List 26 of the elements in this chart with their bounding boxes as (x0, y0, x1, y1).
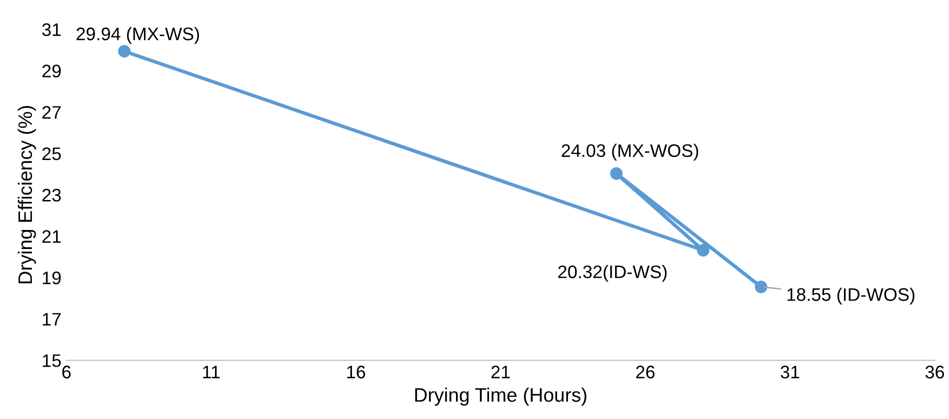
x-tick-label: 16 (347, 366, 366, 378)
y-tick-label: 29 (42, 64, 61, 78)
y-tick-label: 21 (42, 230, 61, 243)
annotation: 29.94 (MX-WS) (76, 27, 199, 44)
x-tick-label: 26 (636, 366, 655, 378)
point (118, 45, 131, 58)
y-tick-label: 27 (42, 106, 61, 119)
x-tick-label: 21 (491, 366, 510, 378)
x-tick-label: 36 (925, 366, 944, 378)
x-tick-label: 6 (62, 366, 71, 378)
x-axis-title: Drying Time (Hours) (415, 388, 586, 406)
y-tick-label: 19 (42, 272, 61, 284)
y-tick-label: 15 (42, 354, 61, 368)
x-tick-label: 11 (203, 366, 220, 378)
y-axis-title: Drying Efficiency (%) (18, 106, 36, 284)
point (754, 280, 768, 294)
y-tick-label: 17 (42, 313, 61, 326)
y-tick-label: 31 (42, 23, 61, 36)
annotation: 24.03 (MX-WOS) (562, 144, 698, 161)
point (610, 167, 623, 180)
x-tick-label: 31 (780, 366, 800, 378)
annotation: 20.32(ID-WS) (558, 264, 667, 282)
y-tick-label: 25 (42, 147, 61, 160)
y-tick-label: 23 (42, 188, 61, 202)
point (696, 244, 710, 257)
annotation: 18.55 (ID-WOS) (787, 288, 914, 305)
